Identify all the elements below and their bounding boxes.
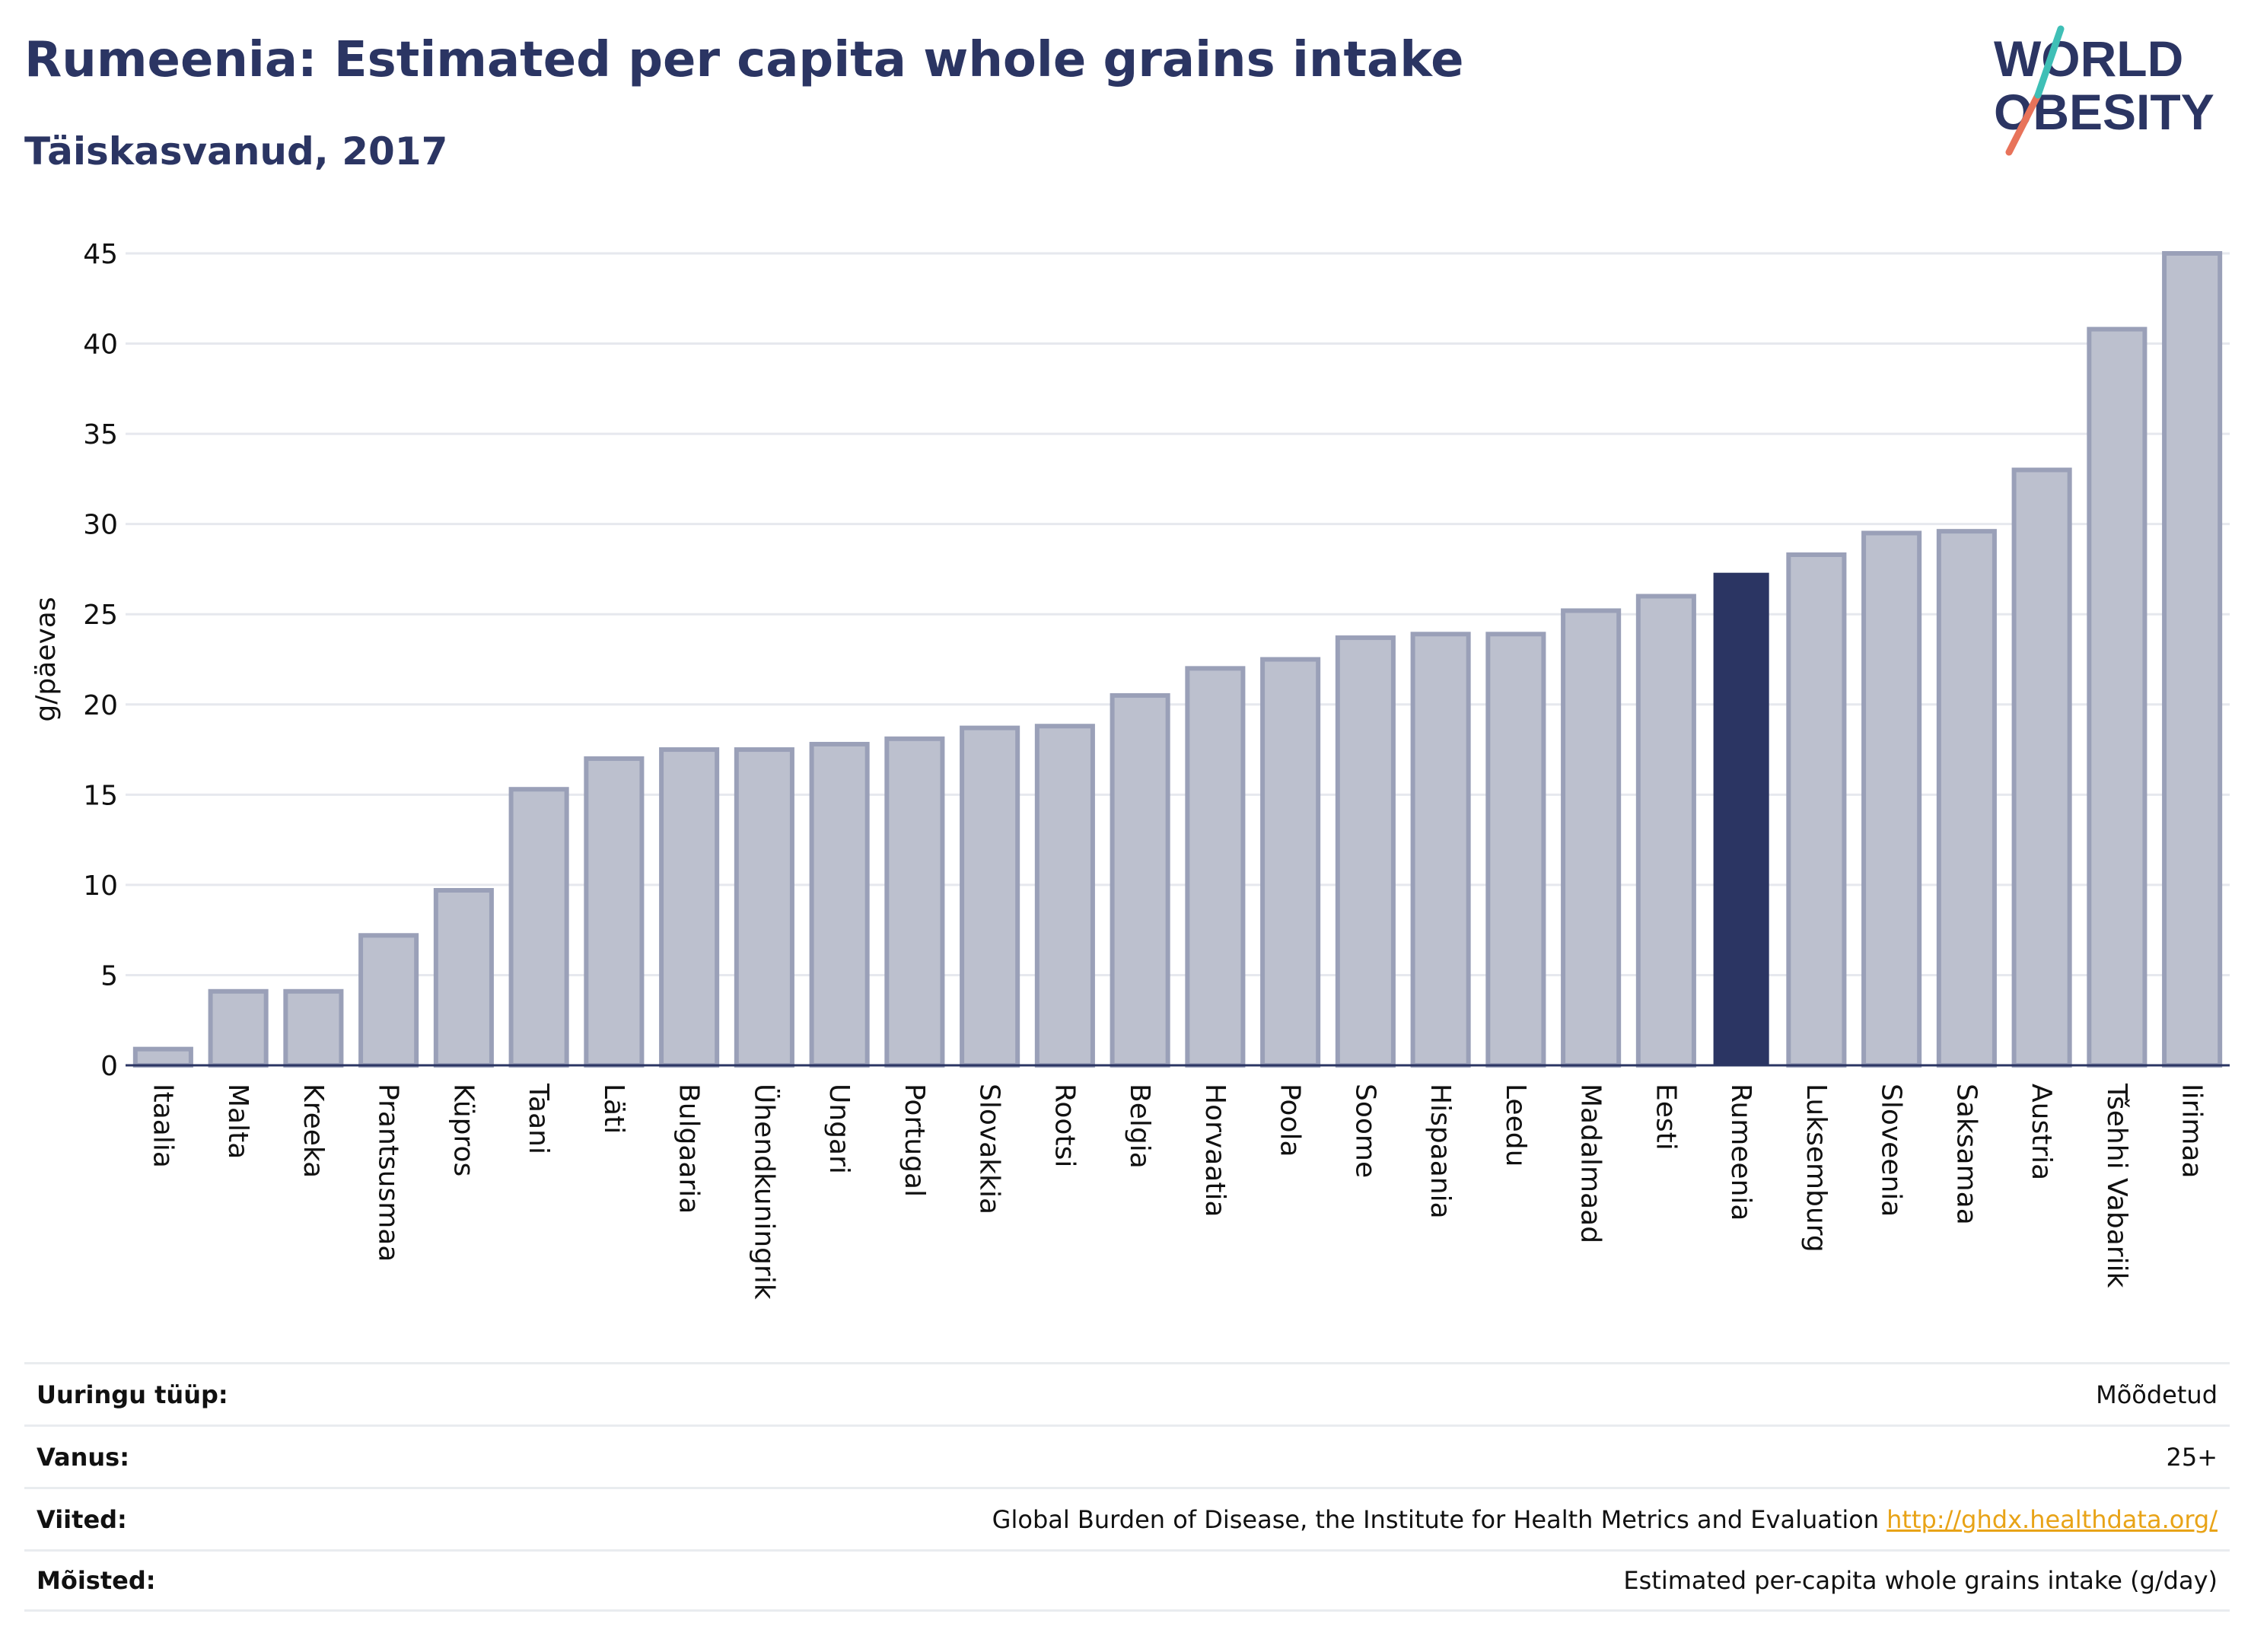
bar-ühendkuningrik xyxy=(734,747,794,1068)
bar-hispaania xyxy=(1410,632,1471,1068)
x-tick-label: Tšehhi Vabariik xyxy=(2101,1083,2132,1288)
x-tick-label: Soome xyxy=(1349,1084,1380,1178)
x-tick-label: Ühendkuningrik xyxy=(748,1084,780,1300)
meta-row-references: Viited: Global Burden of Disease, the In… xyxy=(24,1487,2230,1549)
x-tick-label: Horvaatia xyxy=(1199,1084,1231,1218)
y-tick-label: 25 xyxy=(83,600,118,631)
bar-küpros xyxy=(433,888,494,1068)
bar-malta xyxy=(208,988,269,1068)
x-tick-label: Poola xyxy=(1275,1084,1306,1157)
bar-itaalia xyxy=(132,1046,193,1068)
x-tick-label: Austria xyxy=(2026,1084,2057,1180)
x-tick-label: Malta xyxy=(222,1084,253,1159)
logo-line1: WORLD xyxy=(1994,30,2183,87)
bar-läti xyxy=(584,756,645,1068)
meta-value: 25+ xyxy=(2166,1442,2218,1472)
bar-madalmaad xyxy=(1561,608,1622,1068)
x-tick-label: Iirimaa xyxy=(2176,1084,2208,1179)
y-tick-label: 15 xyxy=(83,780,118,811)
y-axis-label: g/päevas xyxy=(30,597,62,721)
bar-sloveenia xyxy=(1861,530,1922,1068)
chart-subtitle: Täiskasvanud, 2017 xyxy=(24,129,448,173)
bar-slovakkia xyxy=(960,725,1020,1068)
y-tick-label: 35 xyxy=(83,419,118,450)
meta-row-survey-type: Uuringu tüüp: Mõõdetud xyxy=(24,1362,2230,1424)
bar-portugal xyxy=(884,736,945,1068)
x-tick-label: Prantsusmaa xyxy=(373,1084,404,1262)
bars xyxy=(132,251,2223,1068)
x-tick-label: Ungari xyxy=(823,1084,855,1174)
x-tick-label: Saksamaa xyxy=(1950,1084,1982,1225)
x-tick-label: Läti xyxy=(598,1084,629,1134)
y-tick-label: 20 xyxy=(83,690,118,721)
bar-rootsi xyxy=(1034,724,1095,1068)
bar-belgia xyxy=(1110,692,1170,1068)
x-tick-label: Itaalia xyxy=(147,1084,178,1168)
x-tick-label: Portugal xyxy=(899,1084,930,1197)
metadata-table: Uuringu tüüp: Mõõdetud Vanus: 25+ Viited… xyxy=(24,1362,2230,1612)
bar-ungari xyxy=(809,741,870,1068)
meta-label: Uuringu tüüp: xyxy=(37,1380,228,1409)
bar-chart: 0 5 10 15 20 25 30 35 40 45 Itaalia Malta Kreeka Pra… xyxy=(30,239,2230,1300)
bar-taani xyxy=(508,787,569,1068)
logo-slash-teal xyxy=(2034,25,2065,99)
meta-row-age: Vanus: 25+ xyxy=(24,1424,2230,1487)
bar-kreeka xyxy=(283,988,344,1068)
x-tick-label: Eesti xyxy=(1650,1084,1681,1151)
bar-luksemburg xyxy=(1786,552,1847,1068)
bar-poola xyxy=(1260,657,1321,1068)
bar-soome xyxy=(1335,635,1396,1068)
bar-saksamaa xyxy=(1936,529,1997,1068)
y-tick-label: 45 xyxy=(83,239,118,270)
reference-text: Global Burden of Disease, the Institute … xyxy=(992,1504,1880,1534)
bar-iirimaa xyxy=(2162,251,2223,1068)
y-tick-label: 10 xyxy=(83,871,118,902)
x-tick-label: Bulgaaria xyxy=(673,1084,705,1214)
x-tick-label: Sloveenia xyxy=(1876,1084,1907,1217)
bar-horvaatia xyxy=(1185,666,1246,1068)
x-tick-label: Luksemburg xyxy=(1800,1084,1832,1253)
meta-row-definitions: Mõisted: Estimated per-capita whole grai… xyxy=(24,1549,2230,1612)
meta-label: Vanus: xyxy=(37,1442,130,1472)
bar-bulgaaria xyxy=(659,747,720,1068)
bar-rumeenia xyxy=(1713,572,1769,1065)
bar-prantsusmaa xyxy=(358,933,419,1068)
x-tick-label: Hispaania xyxy=(1425,1084,1456,1219)
y-tick-label: 30 xyxy=(83,510,118,541)
y-axis-ticks: 0 5 10 15 20 25 30 35 40 45 xyxy=(83,239,118,1082)
meta-value: Estimated per-capita whole grains intake… xyxy=(1623,1566,2218,1595)
y-tick-label: 40 xyxy=(83,329,118,361)
meta-label: Mõisted: xyxy=(37,1566,156,1595)
x-tick-label: Madalmaad xyxy=(1575,1084,1606,1243)
meta-label: Viited: xyxy=(37,1504,127,1534)
y-tick-label: 0 xyxy=(100,1051,118,1082)
x-tick-label: Slovakkia xyxy=(974,1084,1005,1214)
bar-leedu xyxy=(1485,632,1546,1068)
x-axis-ticks: Itaalia Malta Kreeka Prantsusmaa Küpros Taani… xyxy=(147,1083,2207,1300)
bar-tšehhi-vabariik xyxy=(2087,326,2148,1068)
x-tick-label: Rumeenia xyxy=(1725,1084,1756,1221)
logo-slash-coral xyxy=(2005,91,2042,156)
world-obesity-logo: WORLD OBESITY xyxy=(1994,25,2214,156)
x-tick-label: Rootsi xyxy=(1049,1084,1080,1167)
meta-value: Mõõdetud xyxy=(2096,1380,2218,1409)
x-tick-label: Kreeka xyxy=(298,1084,329,1178)
x-tick-label: Küpros xyxy=(447,1084,479,1176)
x-tick-label: Belgia xyxy=(1124,1084,1155,1169)
reference-link[interactable]: http://ghdx.healthdata.org/ xyxy=(1886,1504,2218,1534)
y-tick-label: 5 xyxy=(100,960,118,992)
bar-eesti xyxy=(1635,594,1696,1068)
meta-value: Global Burden of Disease, the Institute … xyxy=(992,1505,2218,1534)
bar-austria xyxy=(2011,467,2072,1068)
x-tick-label: Taani xyxy=(523,1083,554,1154)
chart-title: Rumeenia: Estimated per capita whole gra… xyxy=(24,32,1464,88)
x-tick-label: Leedu xyxy=(1500,1084,1531,1167)
